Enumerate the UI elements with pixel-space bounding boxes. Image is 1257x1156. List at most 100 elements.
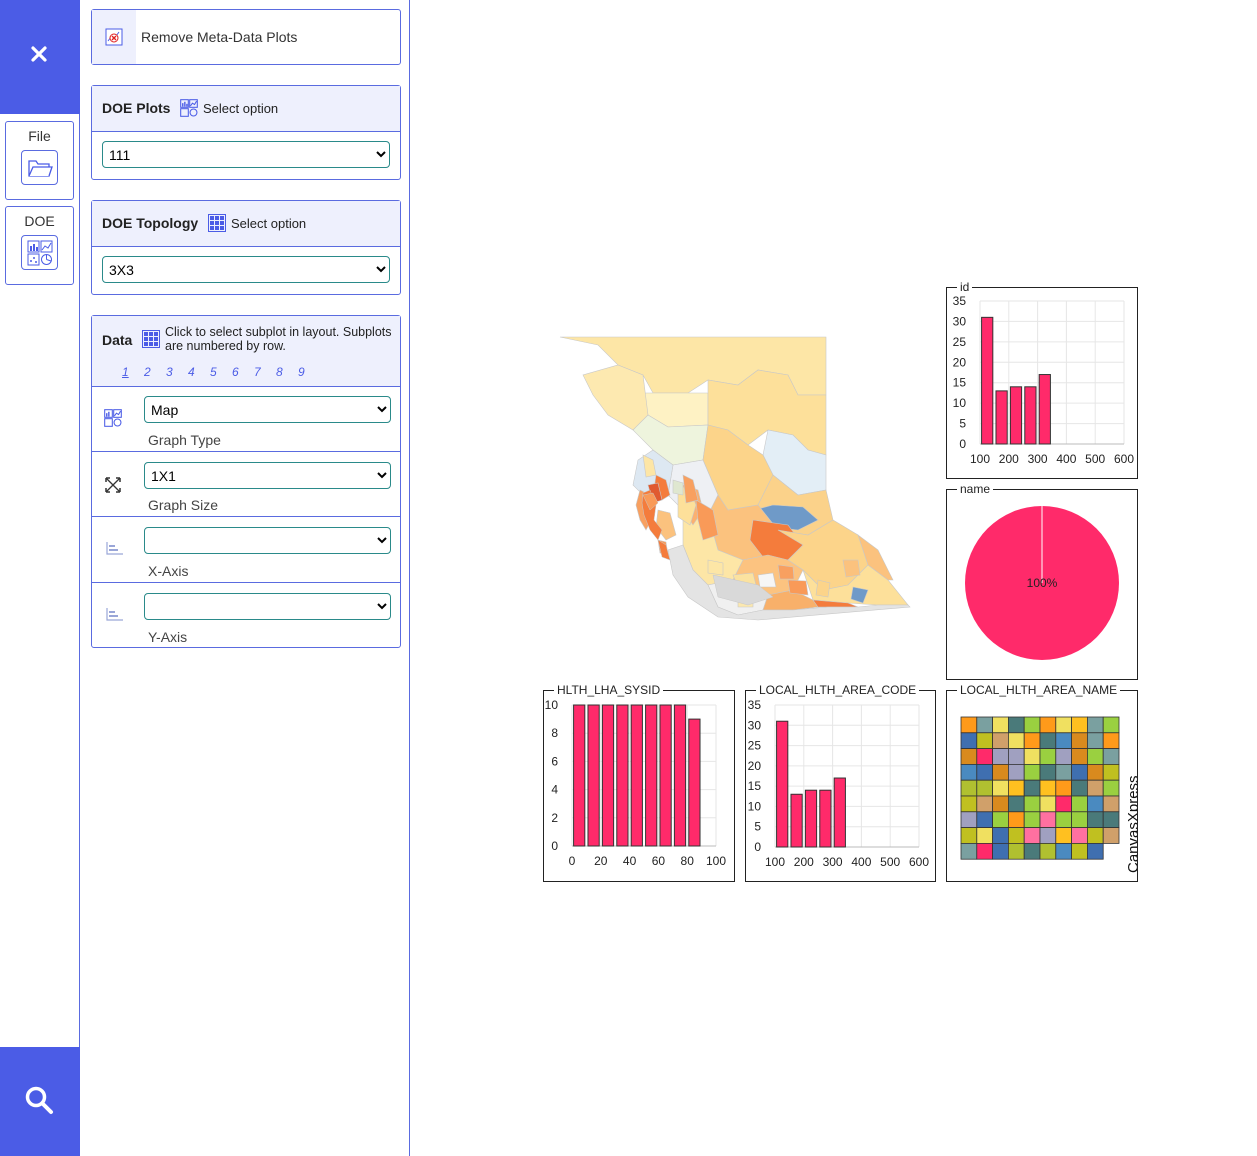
remove-meta-data-button[interactable]: Remove Meta-Data Plots [91,9,401,65]
y-tick-label: 4 [551,783,558,797]
subplot-link-9[interactable]: 9 [298,365,305,379]
heatmap-cell [1023,748,1041,765]
heatmap-cell [1086,795,1104,813]
bar [776,720,789,848]
heatmap-cell [976,842,993,860]
subplot-link-8[interactable]: 8 [276,365,283,379]
x-axis-row: X-Axis [92,516,400,583]
heatmap-cell [1023,827,1041,844]
region-map[interactable] [558,335,918,625]
chart-title: name [957,482,994,496]
y-axis-caption: Y-Axis [148,629,188,645]
chart-frame-hlth-lha-sysid: HLTH_LHA_SYSID 0 20 40 60 80 100 0 2 4 6 8 10 [543,683,735,882]
heatmap-cell [1008,716,1025,734]
x-tick-label: 600 [1114,452,1134,466]
search-icon [25,1086,53,1114]
heatmap-cell [1039,748,1057,765]
graph-type-caption: Graph Type [148,432,221,448]
pie-slice-label: 100% [1027,576,1058,590]
data-section: Data Click to select subplot in layout. … [91,315,401,648]
heatmap-cell [1102,748,1120,765]
heatmap-cell [1086,716,1104,734]
doe-charts-icon [180,99,198,117]
file-button[interactable]: File [5,121,74,200]
graph-type-icon [104,409,122,427]
y-tick-label: 0 [959,437,966,451]
subplot-link-5[interactable]: 5 [210,365,217,379]
heatmap-cell [960,842,978,860]
doe-topology-option-label: Select option [231,216,307,231]
graph-type-row: Map Graph Type [92,386,400,452]
x-axis-icon [106,542,123,555]
doe-plots-select[interactable]: 111 [102,141,390,168]
doe-button[interactable]: DOE [5,206,74,285]
y-tick-label: 8 [551,726,558,740]
heatmap-cell [1071,716,1088,734]
heatmap-cell [1055,716,1073,734]
y-axis-select[interactable] [144,593,391,620]
subplot-link-2[interactable]: 2 [144,365,151,379]
heatmap-chart: CanvasXpress [960,716,1142,873]
x-tick-label: 100 [765,855,785,869]
x-axis-select[interactable] [144,527,391,554]
graph-size-select[interactable]: 1X1 [144,462,391,489]
heatmap-cell [1023,842,1041,860]
x-tick-label: 300 [1028,452,1048,466]
graph-size-caption: Graph Size [148,497,219,513]
heatmap-cell [976,748,993,765]
heatmap-cell [1023,795,1041,813]
x-tick-label: 600 [909,855,929,869]
heatmap-cell [992,795,1009,813]
heatmap-cell [976,732,993,749]
bar [804,789,818,848]
heatmap-cell [1102,716,1120,734]
bar [1038,374,1051,445]
heatmap-cell [1071,732,1088,749]
graph-type-select[interactable]: Map [144,396,391,423]
y-tick-label: 25 [953,335,967,349]
y-tick-label: 0 [551,839,558,853]
heatmap-cell [1039,764,1057,781]
subplot-link-3[interactable]: 3 [166,365,173,379]
doe-topology-title: DOE Topology [102,215,199,231]
bar-chart-id: 100 200 300 400 500 600 0 5 10 15 20 25 30 35 [953,294,1135,466]
x-tick-label: 60 [652,854,666,868]
subplot-link-6[interactable]: 6 [232,365,239,379]
y-tick-label: 30 [953,314,967,328]
close-button[interactable] [0,0,80,114]
canvasxpress-watermark: CanvasXpress [1125,775,1137,873]
heatmap-cell [960,779,978,797]
bar [688,718,701,847]
heatmap-cell [1039,842,1057,860]
heatmap-cell [992,732,1009,749]
remove-meta-data-label: Remove Meta-Data Plots [141,29,298,45]
doe-topology-select[interactable]: 3X3 [102,256,390,283]
chart-title: HLTH_LHA_SYSID [554,683,664,697]
heatmap-cell [1039,795,1057,813]
doe-plots-header: DOE Plots Select option [92,86,400,132]
chart-frame-local-hlth-area-name: LOCAL_HLTH_AREA_NAME CanvasXpress [946,683,1142,882]
heatmap-cell [960,811,978,829]
heatmap-cell [960,748,978,765]
heatmap-cell [1102,795,1120,813]
x-tick-label: 80 [681,854,695,868]
chart-title: LOCAL_HLTH_AREA_CODE [756,683,920,697]
x-tick-label: 200 [999,452,1019,466]
subplot-link-7[interactable]: 7 [254,365,261,379]
search-button[interactable] [0,1047,80,1156]
y-tick-label: 20 [748,759,762,773]
subplot-links: 1 2 3 4 5 6 7 8 9 [122,365,320,379]
heatmap-cell [1086,811,1104,829]
doe-label: DOE [24,213,55,229]
y-tick-label: 30 [748,718,762,732]
heatmap-cell [1008,827,1025,844]
bar [630,704,643,847]
pie-chart-name: 100% [965,506,1119,660]
subplot-link-4[interactable]: 4 [188,365,195,379]
y-axis-row: Y-Axis [92,582,400,648]
heatmap-cell [976,779,993,797]
file-label: File [28,128,51,144]
heatmap-cell [1039,811,1057,829]
subplot-link-1[interactable]: 1 [122,365,129,379]
doe-topology-section: DOE Topology Select option 3X3 [91,200,401,295]
